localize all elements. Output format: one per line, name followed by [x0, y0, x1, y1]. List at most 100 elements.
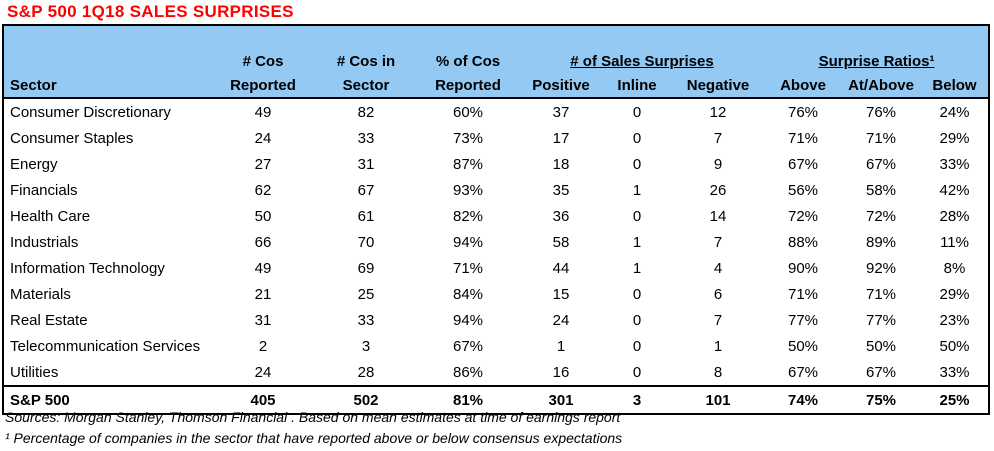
col-header-negative: Negative [671, 70, 766, 99]
value-cell: 23% [939, 311, 970, 329]
sector-cell: Energy [10, 155, 58, 173]
col-header-above: Above [765, 70, 842, 99]
value-cell: 86% [452, 363, 484, 381]
sector-cell: Consumer Discretionary [10, 103, 171, 121]
value-cell: 7 [713, 129, 723, 147]
value-cell: 56% [788, 181, 819, 199]
value-cell: 94% [452, 311, 484, 329]
table-row: Telecommunication Services 2 3 67% 1 0 1 50% 50%… [3, 333, 989, 359]
value-cell: 71% [866, 285, 897, 303]
value-cell: 1 [632, 181, 642, 199]
value-cell: 76% [788, 103, 819, 121]
table-row: Consumer Discretionary 49 82 60% 37 0 12 76% 76%… [3, 98, 989, 125]
value-cell: 0 [632, 337, 642, 355]
value-cell: 58 [552, 233, 570, 251]
value-cell: 3 [603, 385, 671, 414]
sector-cell: Industrials [10, 233, 79, 251]
value-cell: 1 [632, 233, 642, 251]
value-cell: 301 [519, 385, 603, 414]
value-cell: 49 [254, 259, 272, 277]
table-row: Industrials 66 70 94% 58 1 7 88% 89% 11% [3, 229, 989, 255]
value-cell: 28% [939, 207, 970, 225]
value-cell: 29% [939, 285, 970, 303]
value-cell: 24% [939, 103, 970, 121]
value-cell: 8% [943, 259, 966, 277]
sector-cell: Materials [10, 285, 71, 303]
value-cell: 67% [788, 363, 819, 381]
value-cell: 77% [788, 311, 819, 329]
value-cell: 93% [452, 181, 484, 199]
value-cell: 0 [632, 285, 642, 303]
table-row: Information Technology 49 69 71% 44 1 4 90% 92% 8… [3, 255, 989, 281]
header-spacer [3, 25, 211, 70]
value-cell: 11% [940, 233, 969, 251]
value-cell: 1 [556, 337, 566, 355]
sector-cell: Telecommunication Services [10, 337, 201, 355]
value-cell: 101 [671, 385, 766, 414]
group-header-sales-surprises: # of Sales Surprises [570, 53, 714, 70]
table-row: Utilities 24 28 86% 16 0 8 67% 67% 33% [3, 359, 989, 386]
table-row: Health Care 50 61 82% 36 0 14 72% 72% 28% [3, 203, 989, 229]
value-cell: 21 [254, 285, 272, 303]
value-cell: 25% [921, 385, 990, 414]
value-cell: 72% [866, 207, 897, 225]
footnote-definition: ¹ Percentage of companies in the sector … [5, 430, 623, 446]
value-cell: 12 [709, 103, 727, 121]
value-cell: 18 [552, 155, 570, 173]
value-cell: 84% [452, 285, 484, 303]
total-row: S&P 500 405 502 81% 301 3 101 74% 75% 25% [3, 385, 990, 414]
value-cell: 16 [552, 363, 570, 381]
value-cell: 81% [417, 385, 519, 414]
value-cell: 15 [552, 285, 570, 303]
col-header-cos-in-sector: Sector [315, 70, 417, 99]
value-cell: 29% [939, 129, 970, 147]
value-cell: 2 [258, 337, 268, 355]
value-cell: 74% [765, 385, 842, 414]
col-header-positive: Positive [519, 70, 603, 99]
value-cell: 72% [788, 207, 819, 225]
value-cell: 67% [866, 155, 897, 173]
value-cell: 28 [357, 363, 375, 381]
value-cell: 42% [939, 181, 970, 199]
value-cell: 9 [713, 155, 723, 173]
value-cell: 0 [632, 311, 642, 329]
value-cell: 70 [357, 233, 375, 251]
value-cell: 82% [452, 207, 484, 225]
sector-cell: S&P 500 [3, 385, 211, 414]
value-cell: 33 [357, 311, 375, 329]
value-cell: 31 [254, 311, 272, 329]
sector-cell: Real Estate [10, 311, 88, 329]
value-cell: 35 [552, 181, 570, 199]
value-cell: 0 [632, 207, 642, 225]
value-cell: 66 [254, 233, 272, 251]
col-header-at-above: At/Above [841, 70, 922, 99]
page-title: S&P 500 1Q18 SALES SURPRISES [7, 2, 294, 21]
source-note: Sources: Morgan Stanley, Thomson Financi… [5, 409, 621, 425]
value-cell: 76% [866, 103, 897, 121]
value-cell: 67 [357, 181, 375, 199]
header-cos-reported-line1: # Cos [242, 53, 284, 70]
value-cell: 31 [357, 155, 375, 173]
value-cell: 1 [632, 259, 642, 277]
value-cell: 7 [713, 311, 723, 329]
value-cell: 3 [361, 337, 371, 355]
value-cell: 71% [866, 129, 897, 147]
value-cell: 36 [552, 207, 570, 225]
value-cell: 24 [552, 311, 570, 329]
value-cell: 88% [788, 233, 819, 251]
value-cell: 77% [866, 311, 897, 329]
value-cell: 33% [939, 155, 970, 173]
value-cell: 4 [713, 259, 723, 277]
value-cell: 90% [788, 259, 819, 277]
value-cell: 82 [357, 103, 375, 121]
value-cell: 7 [713, 233, 723, 251]
sector-cell: Utilities [10, 363, 59, 381]
sector-cell: Consumer Staples [10, 129, 134, 147]
value-cell: 94% [452, 233, 484, 251]
value-cell: 92% [866, 259, 897, 277]
value-cell: 0 [632, 155, 642, 173]
value-cell: 71% [788, 285, 819, 303]
value-cell: 502 [315, 385, 417, 414]
table-row: Financials 62 67 93% 35 1 26 56% 58% 42% [3, 177, 989, 203]
